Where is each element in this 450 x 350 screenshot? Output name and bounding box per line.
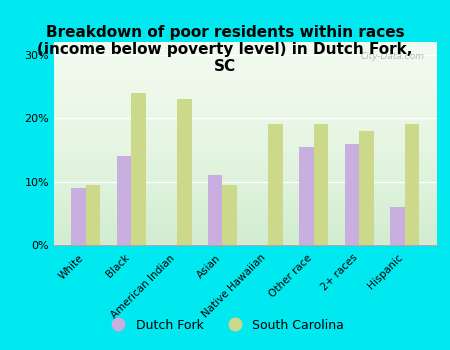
Text: Breakdown of poor residents within races
(income below poverty level) in Dutch F: Breakdown of poor residents within races… [37, 25, 413, 74]
Bar [71, 188, 86, 245]
Bar [299, 147, 314, 245]
Bar [222, 185, 237, 245]
Text: City-Data.com: City-Data.com [361, 52, 425, 61]
Bar [390, 207, 405, 245]
Bar [359, 131, 374, 245]
Legend: Dutch Fork, South Carolina: Dutch Fork, South Carolina [101, 314, 349, 337]
Bar [131, 93, 146, 245]
Bar [177, 99, 192, 245]
Bar [268, 125, 283, 245]
Bar [86, 185, 100, 245]
Bar [405, 125, 419, 245]
Bar [117, 156, 131, 245]
Bar [208, 175, 222, 245]
Bar [345, 144, 359, 245]
Bar [314, 125, 328, 245]
